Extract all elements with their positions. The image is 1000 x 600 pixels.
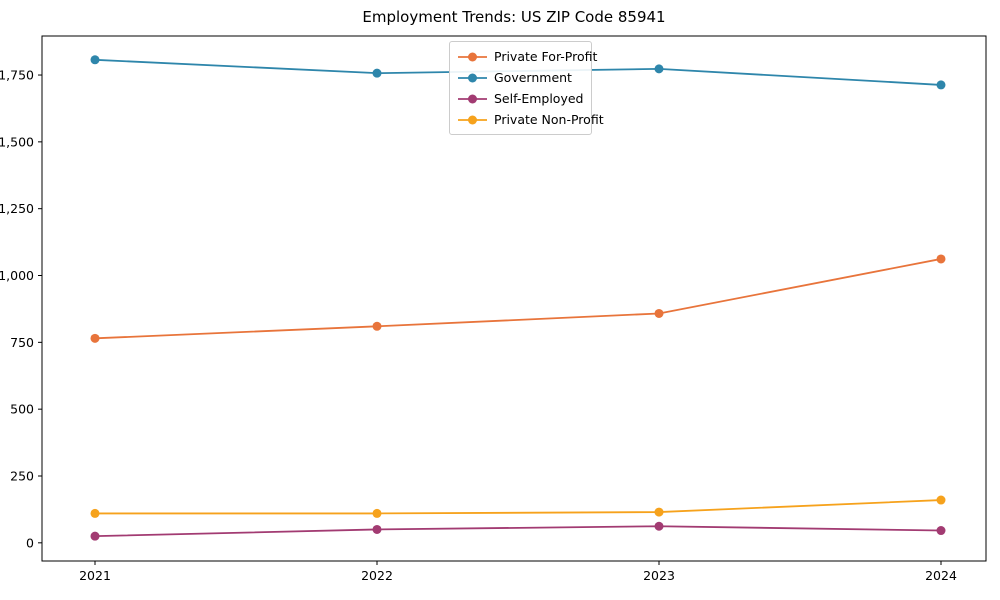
y-tick-label: 500: [10, 402, 34, 417]
x-tick-label: 2021: [79, 568, 111, 583]
legend-label: Self-Employed: [494, 91, 584, 106]
data-point: [654, 507, 664, 517]
legend-label: Government: [494, 70, 572, 85]
legend-marker-icon: [458, 52, 487, 61]
series-line: [94, 258, 942, 340]
data-point: [654, 521, 664, 531]
data-point: [90, 531, 100, 541]
x-tick-label: 2022: [361, 568, 393, 583]
legend-item: Private For-Profit: [457, 47, 597, 66]
legend-marker-icon: [458, 73, 487, 82]
data-point: [90, 55, 100, 65]
data-point: [654, 308, 664, 318]
legend-item: Government: [457, 68, 583, 87]
data-point: [372, 68, 382, 78]
legend-label: Private For-Profit: [494, 49, 598, 64]
series-line: [95, 499, 942, 515]
data-point: [372, 508, 382, 518]
legend-marker-icon: [458, 115, 487, 124]
data-point: [372, 321, 382, 331]
chart-title: Employment Trends: US ZIP Code 85941: [362, 8, 666, 26]
data-point: [654, 64, 664, 74]
y-tick-label: 250: [10, 468, 34, 483]
axes-frame: [41, 35, 987, 562]
y-tick-label: 1,500: [0, 134, 34, 149]
y-tick-label: 750: [10, 335, 34, 350]
series-line: [94, 525, 942, 538]
data-point: [90, 333, 100, 343]
data-point: [936, 526, 946, 536]
y-tick-label: 1,250: [0, 201, 34, 216]
y-tick-label: 1,000: [0, 268, 34, 283]
data-point: [936, 495, 946, 505]
x-tick-label: 2023: [643, 568, 675, 583]
legend-item: Private Non-Profit: [457, 110, 604, 129]
data-point: [936, 254, 946, 264]
legend-label: Private Non-Profit: [494, 112, 604, 127]
y-tick-label: 0: [26, 535, 34, 550]
data-point: [372, 524, 382, 534]
data-point: [936, 80, 946, 90]
legend-marker-icon: [458, 94, 487, 103]
y-tick-label: 1,750: [0, 68, 34, 83]
legend-item: Self-Employed: [457, 89, 583, 108]
x-tick-label: 2024: [925, 568, 957, 583]
data-point: [90, 508, 100, 518]
legend: Private For-Profit Government Self-Emplo…: [449, 41, 604, 135]
